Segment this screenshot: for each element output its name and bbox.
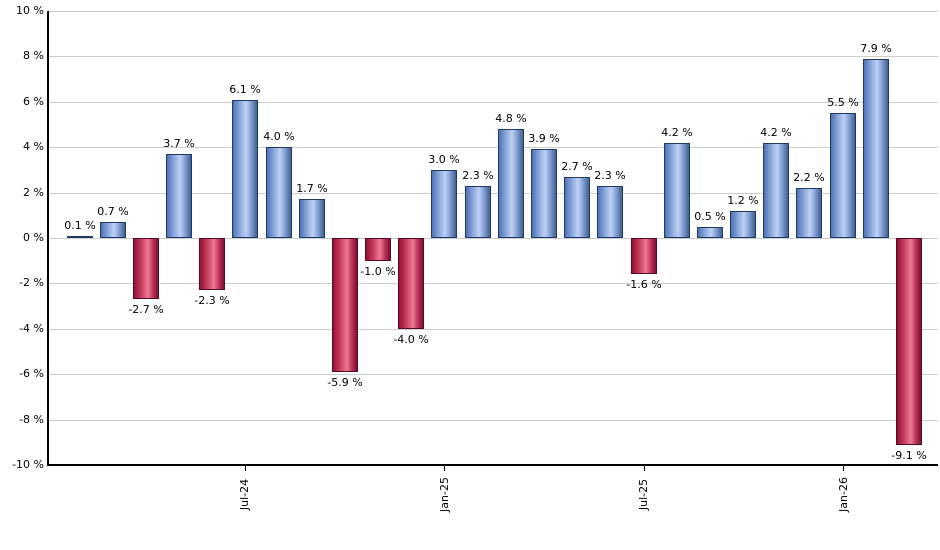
bar-negative [398, 238, 424, 329]
y-tick-label: -10 % [12, 458, 44, 471]
bar-positive [431, 170, 457, 238]
x-axis-tick [843, 465, 844, 471]
x-tick-label-text: Jan-26 [836, 476, 850, 512]
bar-positive [830, 113, 856, 238]
bar-value-label: 2.3 % [594, 169, 626, 182]
bar-positive [796, 188, 822, 238]
bar-negative [896, 238, 922, 445]
gridline [48, 329, 938, 330]
bar-value-label: 0.1 % [64, 219, 96, 232]
gridline [48, 193, 938, 194]
x-axis-tick [444, 465, 445, 471]
gridline [48, 374, 938, 375]
bar-value-label: 4.2 % [760, 126, 792, 139]
y-tick-label: 4 % [23, 140, 44, 153]
bar-positive [730, 211, 756, 238]
bar-positive [266, 147, 292, 238]
bar-positive [763, 143, 789, 238]
x-tick-label: Jan-25 [437, 471, 451, 517]
bar-value-label: 3.0 % [428, 153, 460, 166]
bar-value-label: 6.1 % [229, 83, 261, 96]
x-tick-label-text: Jul-24 [238, 478, 252, 510]
y-tick-label: -2 % [19, 276, 44, 289]
bar-negative [631, 238, 657, 274]
bar-value-label: 3.7 % [163, 137, 195, 150]
bar-value-label: 1.7 % [296, 182, 328, 195]
gridline [48, 147, 938, 148]
bar-positive [531, 149, 557, 238]
bar-value-label: -9.1 % [891, 449, 927, 462]
bar-negative [332, 238, 358, 372]
bar-positive [863, 59, 889, 238]
bar-value-label: -2.3 % [194, 294, 230, 307]
x-axis-tick [245, 465, 246, 471]
bar-positive [697, 227, 723, 238]
bar-value-label: -1.0 % [360, 265, 396, 278]
bar-value-label: -4.0 % [393, 333, 429, 346]
bar-positive [166, 154, 192, 238]
x-axis-line [47, 464, 938, 466]
y-tick-label: 8 % [23, 49, 44, 62]
bar-value-label: 3.9 % [528, 132, 560, 145]
y-tick-label: -4 % [19, 322, 44, 335]
gridline [48, 11, 938, 12]
bar-positive [100, 222, 126, 238]
bar-value-label: -2.7 % [128, 303, 164, 316]
gridline [48, 238, 938, 239]
bar-value-label: -1.6 % [626, 278, 662, 291]
bar-positive [299, 199, 325, 238]
bar-value-label: 0.7 % [97, 205, 129, 218]
bar-value-label: 2.7 % [561, 160, 593, 173]
bar-value-label: 1.2 % [727, 194, 759, 207]
bar-positive [465, 186, 491, 238]
bar-positive [498, 129, 524, 238]
bar-negative [365, 238, 391, 261]
gridline [48, 102, 938, 103]
x-tick-label: Jul-25 [637, 471, 651, 517]
bar-value-label: 4.8 % [495, 112, 527, 125]
y-tick-label: -6 % [19, 367, 44, 380]
y-tick-label: 2 % [23, 186, 44, 199]
bar-positive [67, 236, 93, 238]
x-tick-label-text: Jan-25 [437, 476, 451, 512]
y-axis-line [47, 11, 49, 466]
bar-value-label: 7.9 % [860, 42, 892, 55]
bar-positive [664, 143, 690, 238]
bar-value-label: 4.0 % [263, 130, 295, 143]
x-axis-tick [644, 465, 645, 471]
gridline [48, 56, 938, 57]
bar-negative [133, 238, 159, 299]
gridline [48, 420, 938, 421]
x-tick-label: Jul-24 [238, 471, 252, 517]
y-tick-label: 0 % [23, 231, 44, 244]
bar-value-label: 4.2 % [661, 126, 693, 139]
y-tick-label: -8 % [19, 413, 44, 426]
gridline [48, 283, 938, 284]
bar-positive [232, 100, 258, 238]
bar-value-label: 2.3 % [462, 169, 494, 182]
bar-positive [564, 177, 590, 238]
bar-value-label: 5.5 % [827, 96, 859, 109]
x-tick-label-text: Jul-25 [637, 478, 651, 510]
bar-positive [597, 186, 623, 238]
bar-value-label: 2.2 % [793, 171, 825, 184]
bar-value-label: -5.9 % [327, 376, 363, 389]
y-tick-label: 10 % [16, 4, 44, 17]
x-tick-label: Jan-26 [836, 471, 850, 517]
bar-value-label: 0.5 % [694, 210, 726, 223]
bar-negative [199, 238, 225, 290]
y-tick-label: 6 % [23, 95, 44, 108]
